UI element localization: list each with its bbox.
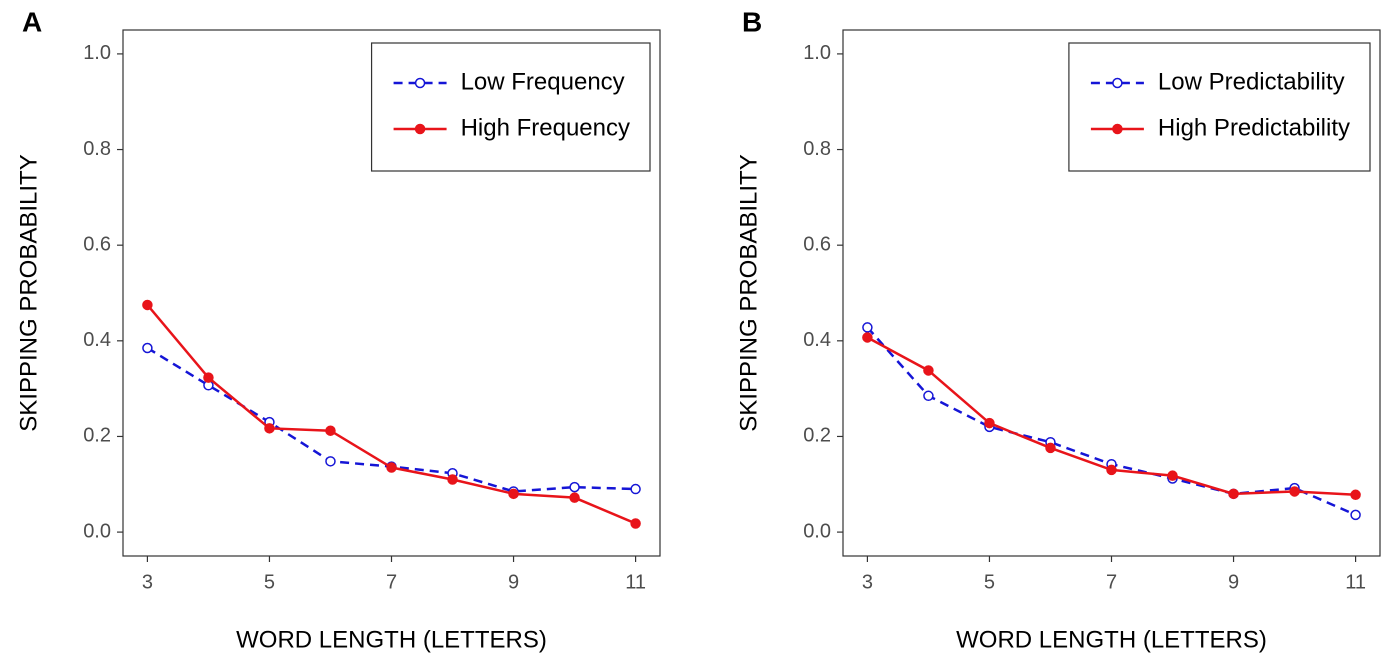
series-line	[146, 304, 637, 525]
legend-marker	[414, 123, 426, 135]
data-point	[862, 322, 873, 333]
panel-tag: A	[22, 6, 42, 37]
legend-label: High Frequency	[461, 114, 630, 141]
y-tick-label: 1.0	[83, 42, 111, 64]
y-tick-label: 0.6	[803, 233, 831, 255]
data-point	[142, 299, 153, 311]
x-tick-label: 5	[264, 571, 275, 593]
data-point	[1350, 509, 1361, 521]
data-point	[386, 462, 397, 473]
data-point	[508, 488, 519, 500]
legend-label: Low Frequency	[461, 68, 625, 95]
legend-marker	[1112, 123, 1123, 135]
y-tick-label: 0.4	[803, 329, 831, 351]
legend: Low Predictability High Predictability	[1068, 42, 1371, 172]
data-point	[1289, 486, 1300, 497]
x-axis-label: WORD LENGTH (LETTERS)	[236, 626, 547, 653]
legend-box	[1068, 42, 1371, 172]
x-tick-label: 5	[984, 571, 995, 593]
y-tick-label: 0.4	[83, 329, 111, 351]
y-tick-label: 0.0	[83, 520, 111, 542]
legend-label: Low Predictability	[1158, 68, 1345, 95]
data-point	[264, 423, 275, 434]
x-tick-label: 3	[862, 571, 873, 593]
x-tick-label: 7	[386, 571, 397, 593]
x-tick-label: 3	[142, 571, 153, 593]
data-point	[569, 481, 580, 493]
data-point	[142, 342, 153, 354]
panel: A 0.0 0.2 0.4 0.6 0.8 1.0 3 5 7 9 11 WORD LENGTH (LE…	[15, 6, 661, 653]
data-point	[325, 425, 336, 436]
y-axis-label: SKIPPING PROBABILITY	[15, 154, 42, 431]
data-point	[1350, 489, 1361, 501]
data-point	[630, 518, 641, 529]
y-tick-label: 0.8	[803, 138, 831, 160]
y-tick-label: 0.8	[83, 138, 111, 160]
y-tick-label: 0.6	[83, 233, 111, 255]
panel: B 0.0 0.2 0.4 0.6 0.8 1.0 3 5 7 9 11 WORD LENGTH (LE…	[735, 6, 1381, 653]
data-point	[923, 390, 934, 402]
panel-tag: B	[742, 6, 762, 37]
data-point	[447, 474, 458, 485]
data-point	[1106, 464, 1117, 476]
legend-box	[370, 42, 651, 172]
data-point	[325, 456, 336, 467]
x-tick-label: 9	[1228, 571, 1239, 593]
x-tick-label: 7	[1106, 571, 1117, 593]
legend-marker	[414, 77, 426, 89]
y-tick-label: 0.2	[803, 425, 831, 447]
data-point	[630, 483, 641, 495]
y-axis-label: SKIPPING PROBABILITY	[735, 154, 762, 431]
data-point	[984, 417, 995, 429]
x-axis-label: WORD LENGTH (LETTERS)	[956, 626, 1267, 653]
x-tick-label: 11	[1345, 571, 1366, 593]
data-point	[1228, 488, 1239, 500]
data-point	[1167, 470, 1178, 481]
series-line	[866, 326, 1357, 517]
data-point	[569, 492, 580, 503]
data-point	[203, 372, 214, 383]
y-tick-label: 0.2	[83, 425, 111, 447]
data-point	[923, 365, 934, 376]
y-tick-label: 1.0	[803, 42, 831, 64]
legend: Low Frequency High Frequency	[370, 42, 651, 172]
legend-label: High Predictability	[1158, 114, 1350, 141]
legend-marker	[1112, 77, 1123, 89]
y-tick-label: 0.0	[803, 520, 831, 542]
x-tick-label: 9	[508, 571, 519, 593]
data-point	[862, 332, 873, 343]
x-tick-label: 11	[625, 571, 646, 593]
data-point	[1045, 442, 1056, 454]
